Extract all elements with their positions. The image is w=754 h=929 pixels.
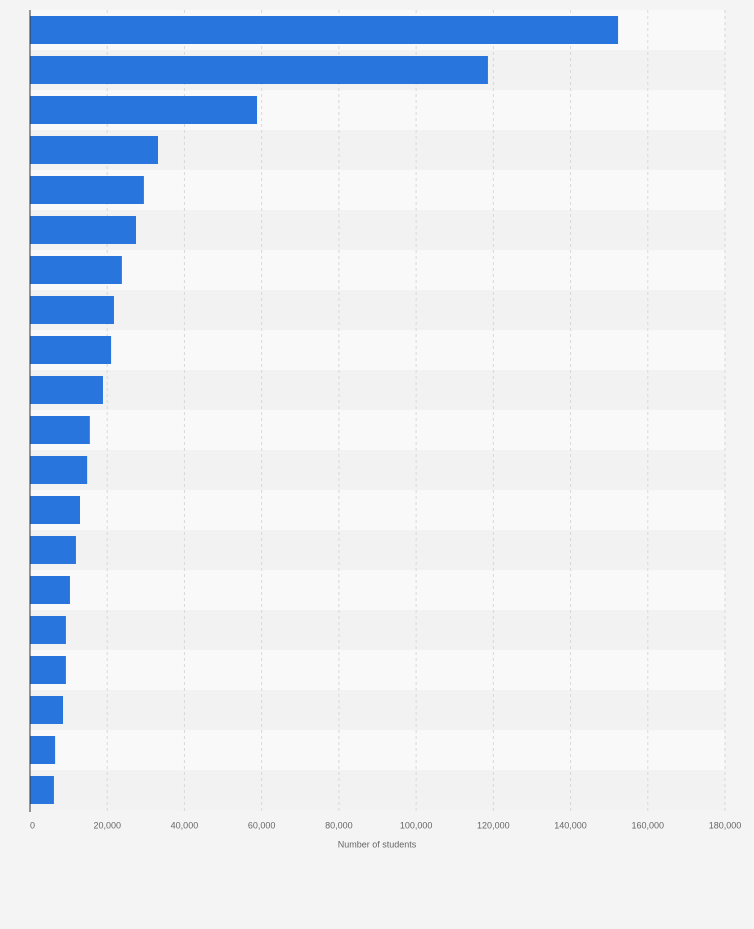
row-stripe xyxy=(30,530,725,570)
row-stripe xyxy=(30,410,725,450)
row-stripe xyxy=(30,610,725,650)
bar xyxy=(30,576,70,604)
x-tick-label: 180,000 xyxy=(709,820,742,830)
row-stripe xyxy=(30,450,725,490)
bar xyxy=(30,536,76,564)
row-stripe xyxy=(30,730,725,770)
bar xyxy=(30,16,619,44)
bar xyxy=(30,616,66,644)
bar xyxy=(30,336,112,364)
bar xyxy=(30,56,488,84)
row-stripe xyxy=(30,690,725,730)
row-stripe xyxy=(30,490,725,530)
x-tick-label: 140,000 xyxy=(554,820,587,830)
row-stripe xyxy=(30,570,725,610)
x-tick-label: 80,000 xyxy=(325,820,353,830)
row-stripe xyxy=(30,170,725,210)
x-tick-label: 0 xyxy=(30,820,35,830)
x-axis-label: Number of students xyxy=(338,839,417,849)
row-stripe xyxy=(30,370,725,410)
bar xyxy=(30,656,66,684)
x-tick-label: 60,000 xyxy=(248,820,276,830)
bar xyxy=(30,176,144,204)
bar xyxy=(30,376,103,404)
bar xyxy=(30,96,258,124)
row-stripe xyxy=(30,330,725,370)
bar xyxy=(30,216,136,244)
x-tick-label: 20,000 xyxy=(93,820,121,830)
bar xyxy=(30,496,81,524)
row-stripe xyxy=(30,290,725,330)
row-stripe xyxy=(30,210,725,250)
row-stripe xyxy=(30,650,725,690)
x-tick-label: 160,000 xyxy=(632,820,665,830)
x-tick-label: 40,000 xyxy=(171,820,199,830)
bar xyxy=(30,736,56,764)
bar xyxy=(30,416,90,444)
bar xyxy=(30,256,122,284)
bar xyxy=(30,296,114,324)
row-stripe xyxy=(30,250,725,290)
x-tick-label: 120,000 xyxy=(477,820,510,830)
bar xyxy=(30,776,54,804)
bar xyxy=(30,696,64,724)
bar xyxy=(30,456,88,484)
row-stripe xyxy=(30,770,725,810)
bar xyxy=(30,136,158,164)
x-tick-label: 100,000 xyxy=(400,820,433,830)
